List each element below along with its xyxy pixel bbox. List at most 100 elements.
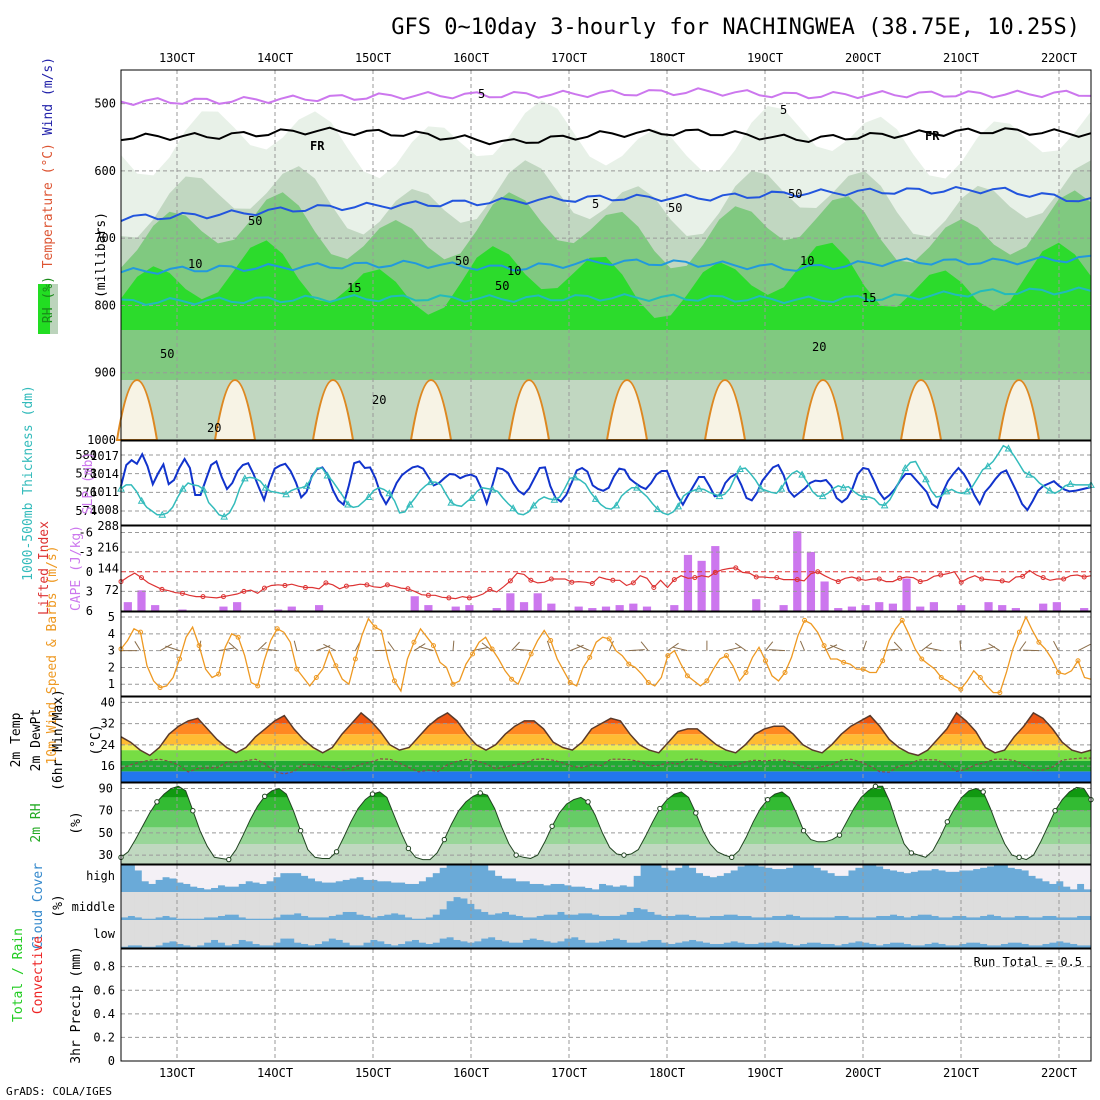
cape-bar xyxy=(588,608,597,611)
cloud-low-gap xyxy=(1028,921,1037,946)
top-date-axis: 13OCT 14OCT 15OCT 16OCT 17OCT 18OCT 19OCT 20OCT… xyxy=(159,51,1077,65)
cloud-middle-gap xyxy=(127,893,136,916)
cloud-low-gap xyxy=(855,921,863,942)
cloud-low-bar xyxy=(959,943,967,948)
cloud-low-bar xyxy=(432,942,441,948)
contour-label: 15 xyxy=(862,291,876,305)
cloud-middle-gap xyxy=(467,893,475,904)
cloud-low-bar xyxy=(1077,945,1085,948)
cloud-low-bar xyxy=(155,945,164,948)
cloud-high-bar xyxy=(813,867,822,892)
cloud-low-gap xyxy=(211,921,219,940)
cloud-middle-bar xyxy=(1049,915,1057,920)
wind-tick: 5 xyxy=(108,610,115,624)
thickness-point xyxy=(137,496,146,504)
rh-point xyxy=(405,845,412,852)
temp-band xyxy=(121,734,1091,745)
cloud-middle-gap xyxy=(231,893,240,915)
cloud-middle-bar xyxy=(335,914,344,920)
cloud-low-gap xyxy=(696,921,704,942)
lifted-index-point xyxy=(220,594,226,600)
cloud-high-gap xyxy=(134,865,143,871)
cloud-middle-bar xyxy=(536,915,545,920)
cloud-middle-bar xyxy=(412,918,420,920)
cloud-middle-bar xyxy=(377,915,385,920)
thickness-point xyxy=(777,484,786,492)
cloud-low-bar xyxy=(238,939,247,948)
cloud-low-bar xyxy=(564,938,572,948)
wind-speed-point xyxy=(899,617,905,623)
cloud-high-bar xyxy=(127,865,136,892)
cloud-high-gap xyxy=(1077,865,1085,884)
cloud-middle-gap xyxy=(425,893,434,918)
lifted-index-point xyxy=(897,575,903,581)
cloud-low-gap xyxy=(522,921,531,940)
cloud-middle-gap xyxy=(543,893,552,915)
lifted-index-point xyxy=(774,575,780,581)
cloud-high-gap xyxy=(543,865,552,886)
cloud-middle-gap xyxy=(786,893,794,915)
cloud-low-bar xyxy=(626,942,635,948)
slp-tick: 1008 xyxy=(90,503,119,517)
cloud-high-bar xyxy=(848,870,856,892)
cloud-low-gap xyxy=(162,921,170,943)
cloud-middle-bar xyxy=(176,918,184,920)
cloud-high-bar xyxy=(439,867,448,892)
cloud-middle-bar xyxy=(1042,915,1050,920)
wind-speed-point xyxy=(684,673,690,679)
cloud-high-bar xyxy=(585,887,593,892)
cloud-middle-gap xyxy=(412,893,420,919)
cloud-low-bar xyxy=(841,943,849,948)
rh-tick: 30 xyxy=(99,848,113,862)
cloud-high-bar xyxy=(1000,865,1009,892)
cloud-low-gap xyxy=(502,921,510,942)
cloud-low-bar xyxy=(793,945,801,948)
cloud-middle-gap xyxy=(134,893,143,918)
wind-barb xyxy=(1053,640,1059,651)
wind-barb xyxy=(323,643,337,652)
wind-speed-point xyxy=(1036,639,1042,645)
cloud-high-gap xyxy=(786,865,794,868)
cloud-low-gap xyxy=(793,921,801,946)
top-date-label: 13OCT xyxy=(159,51,195,65)
lifted-index-point xyxy=(343,583,349,589)
cloud-low-bar xyxy=(689,939,697,948)
wind-barb xyxy=(862,640,867,651)
temp-tick: 32 xyxy=(101,717,115,731)
cloud-high-bar xyxy=(356,877,364,892)
cape-bar xyxy=(492,608,501,611)
cloud-middle-bar xyxy=(1000,917,1009,920)
cloud-high-gap xyxy=(585,865,593,888)
cloud-high-bar xyxy=(134,870,143,892)
contour-label: 20 xyxy=(812,340,826,354)
cloud-low-bar xyxy=(1007,942,1016,948)
thickness-point xyxy=(571,473,579,481)
thickness-point xyxy=(323,471,332,479)
cloud-high-gap xyxy=(910,865,919,872)
thickness-point xyxy=(302,481,311,489)
cloud-middle-bar xyxy=(1056,917,1064,920)
thickness-point xyxy=(860,492,868,500)
warm-core xyxy=(605,379,649,441)
cloud-low-bar xyxy=(806,942,815,948)
cloud-middle-bar xyxy=(806,917,815,920)
wind-speed-point xyxy=(333,663,339,669)
cloud-low-bar xyxy=(758,942,766,948)
cloud-low-gap xyxy=(342,921,351,943)
cloud-high-bar xyxy=(1042,881,1050,892)
cloud-low-bar xyxy=(1028,945,1037,948)
wind-speed-point xyxy=(470,651,476,657)
cloud-low-gap xyxy=(273,921,281,943)
wind-barb xyxy=(165,645,180,652)
cloud-low-gap xyxy=(834,921,843,946)
cloud-high-bar xyxy=(709,877,718,892)
cloud-high-bar xyxy=(703,875,711,892)
cloud-low-bar xyxy=(460,941,468,948)
cloud-low-gap xyxy=(1035,921,1043,946)
thickness-point xyxy=(344,500,352,508)
cloud-high-bar xyxy=(800,865,808,892)
cloud-middle-gap xyxy=(564,893,572,915)
cloud-middle-gap xyxy=(709,893,718,916)
wind-barb xyxy=(570,644,584,652)
thickness-point xyxy=(798,470,806,478)
